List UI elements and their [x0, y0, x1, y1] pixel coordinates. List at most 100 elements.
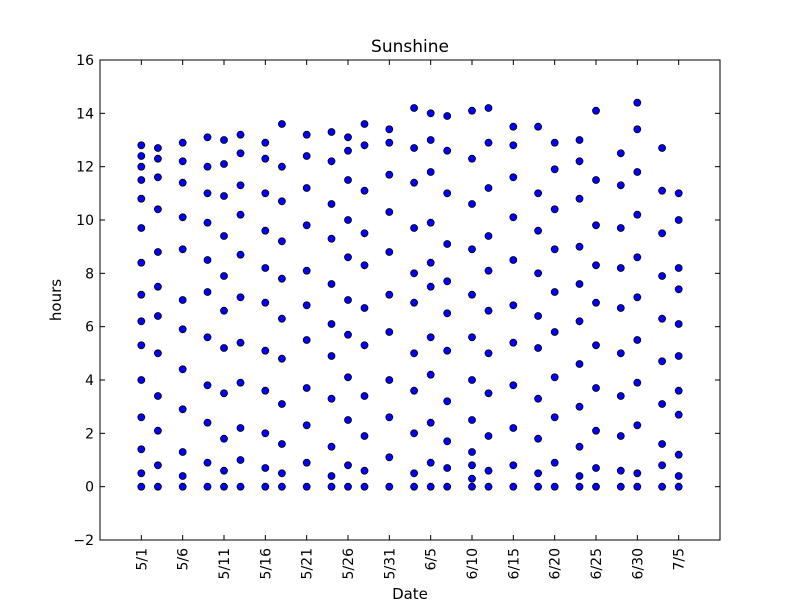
data-point: [360, 186, 369, 195]
data-point: [360, 229, 369, 238]
data-point: [137, 258, 146, 267]
data-point: [220, 344, 228, 352]
data-point: [633, 253, 642, 262]
data-point: [616, 392, 625, 400]
data-point: [178, 296, 187, 304]
y-tick-label: −2: [73, 533, 94, 549]
data-point: [468, 416, 476, 424]
data-point: [575, 157, 584, 166]
data-point: [550, 413, 559, 422]
data-point: [633, 210, 642, 219]
data-point: [236, 338, 245, 347]
data-point: [443, 464, 452, 472]
y-tick-label: 0: [85, 480, 94, 496]
data-point: [277, 440, 286, 448]
data-point: [550, 328, 559, 336]
data-point: [236, 378, 245, 387]
data-point: [153, 392, 162, 400]
data-point: [277, 120, 286, 128]
data-point: [468, 245, 476, 254]
y-tick-label: 4: [85, 373, 94, 389]
data-point: [484, 389, 493, 398]
data-point: [674, 410, 683, 419]
data-point: [410, 349, 419, 358]
data-point: [327, 442, 336, 451]
data-point: [203, 218, 212, 227]
data-point: [385, 208, 394, 216]
data-point: [443, 240, 452, 248]
data-point: [203, 256, 212, 264]
data-point: [410, 429, 419, 438]
data-point: [236, 456, 245, 464]
data-point: [327, 280, 336, 288]
data-point: [658, 461, 666, 470]
data-point: [410, 298, 419, 307]
data-point: [410, 224, 419, 232]
data-point: [203, 418, 212, 427]
data-point: [674, 450, 683, 459]
data-point: [137, 176, 146, 184]
x-axis-title: Date: [392, 585, 428, 600]
data-point: [261, 346, 270, 355]
data-point: [575, 280, 584, 288]
data-point: [484, 184, 493, 192]
data-point: [484, 104, 493, 112]
data-point: [534, 189, 542, 198]
data-point: [327, 394, 336, 403]
data-point: [633, 336, 642, 344]
data-point: [575, 442, 584, 451]
data-point: [220, 232, 228, 240]
data-point: [178, 178, 187, 187]
data-point: [633, 378, 642, 387]
data-point: [344, 133, 352, 142]
data-points: [137, 98, 683, 491]
data-point: [616, 149, 625, 158]
data-point: [178, 365, 187, 374]
data-point: [302, 336, 311, 344]
data-point: [277, 237, 286, 246]
data-point: [327, 482, 336, 491]
data-point: [302, 130, 311, 139]
data-point: [385, 138, 394, 147]
data-point: [277, 354, 286, 363]
data-point: [261, 154, 270, 163]
data-point: [509, 461, 518, 470]
data-point: [658, 400, 666, 408]
data-point: [658, 357, 666, 366]
data-point: [426, 482, 435, 491]
data-point: [674, 352, 683, 360]
data-point: [220, 306, 228, 315]
data-point: [468, 376, 476, 384]
y-tick-label: 2: [85, 426, 94, 442]
data-point: [178, 482, 187, 491]
data-point: [277, 314, 286, 323]
data-point: [385, 248, 394, 256]
data-point: [484, 482, 493, 491]
data-point: [443, 397, 452, 406]
data-point: [592, 384, 600, 392]
data-point: [178, 472, 187, 480]
data-point: [220, 136, 228, 144]
data-point: [410, 482, 419, 491]
data-point: [385, 482, 394, 491]
x-tick-label: 5/26: [341, 548, 357, 580]
data-point: [674, 482, 683, 491]
data-point: [302, 421, 311, 430]
data-point: [360, 392, 369, 400]
data-point: [509, 482, 518, 491]
data-point: [633, 482, 642, 491]
data-point: [509, 301, 518, 310]
data-point: [153, 154, 162, 163]
data-point: [344, 461, 352, 470]
data-point: [534, 122, 542, 131]
data-point: [468, 154, 476, 163]
data-point: [468, 461, 476, 470]
data-point: [410, 386, 419, 395]
data-point: [203, 458, 212, 467]
data-point: [261, 189, 270, 198]
data-point: [344, 296, 352, 304]
data-point: [484, 432, 493, 440]
data-point: [592, 426, 600, 435]
